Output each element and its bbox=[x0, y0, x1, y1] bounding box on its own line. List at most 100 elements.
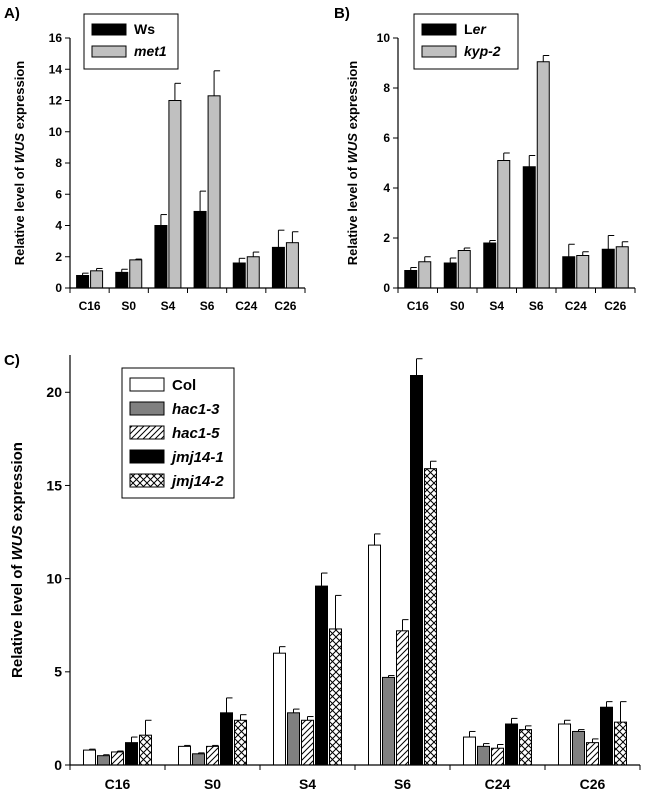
y-tick-label: 0 bbox=[54, 757, 62, 773]
y-axis-label: Relative level of WUS expression bbox=[345, 61, 360, 266]
bar bbox=[396, 630, 409, 766]
bar bbox=[246, 256, 260, 289]
legend-swatch bbox=[129, 449, 165, 464]
y-tick-label: 15 bbox=[46, 477, 62, 493]
y-axis-label-part: WUS bbox=[12, 133, 27, 164]
legend-label: jmj14-2 bbox=[170, 473, 224, 490]
bar bbox=[477, 745, 490, 766]
bar bbox=[329, 628, 342, 766]
y-axis-label-part: WUS bbox=[9, 525, 26, 560]
bar bbox=[505, 723, 518, 766]
bar bbox=[76, 275, 90, 289]
bar bbox=[207, 95, 221, 289]
bar bbox=[519, 729, 532, 766]
bar bbox=[234, 719, 247, 766]
bar bbox=[615, 246, 629, 289]
bar bbox=[576, 255, 590, 289]
bar bbox=[125, 742, 138, 766]
y-tick-label: 2 bbox=[55, 250, 62, 264]
legend-swatch bbox=[91, 23, 127, 36]
legend-swatch bbox=[421, 23, 457, 36]
x-tick-label: S6 bbox=[394, 776, 411, 792]
x-tick-label: C24 bbox=[485, 776, 511, 792]
panel-b-chart: B) 0 2 4 6 8 10 Relative level of WUS expressio… bbox=[334, 5, 636, 313]
y-tick-label: 5 bbox=[54, 664, 62, 680]
bar bbox=[220, 712, 233, 766]
bar bbox=[522, 166, 536, 289]
x-tick-label: C26 bbox=[580, 776, 606, 792]
legend-swatch bbox=[91, 45, 127, 58]
bar bbox=[206, 745, 219, 766]
y-tick-label: 8 bbox=[383, 81, 390, 95]
x-tick-label: C26 bbox=[604, 299, 626, 313]
panel-label: A) bbox=[4, 5, 20, 22]
bar bbox=[404, 270, 418, 289]
legend-box bbox=[413, 13, 519, 70]
bar bbox=[315, 585, 328, 766]
bar bbox=[536, 61, 550, 289]
y-tick-label: 14 bbox=[49, 62, 63, 76]
y-tick-label: 10 bbox=[377, 31, 391, 45]
bar bbox=[232, 262, 246, 289]
bar bbox=[111, 751, 124, 766]
panel-label: C) bbox=[4, 352, 20, 369]
bar bbox=[192, 753, 205, 766]
y-tick-label: 12 bbox=[49, 94, 63, 108]
bar bbox=[271, 246, 285, 289]
x-tick-label: C16 bbox=[105, 776, 131, 792]
bar bbox=[586, 742, 599, 766]
x-tick-label: S0 bbox=[450, 299, 465, 313]
y-axis-label-part: expression bbox=[345, 61, 360, 133]
x-tick-label: C16 bbox=[407, 299, 429, 313]
bar bbox=[424, 468, 437, 766]
y-tick-label: 16 bbox=[49, 31, 63, 45]
bar bbox=[491, 747, 504, 766]
bar bbox=[115, 271, 129, 289]
bar bbox=[497, 160, 511, 289]
x-tick-label: S6 bbox=[200, 299, 215, 313]
legend-swatch bbox=[421, 45, 457, 58]
bar bbox=[139, 734, 152, 766]
bar bbox=[600, 706, 613, 766]
bar bbox=[601, 248, 615, 289]
panel-c-chart: C) 0 5 10 15 20 Relative level of WUS expressi… bbox=[4, 352, 641, 792]
bar bbox=[273, 652, 286, 766]
y-axis-label-part: expression bbox=[9, 442, 26, 525]
bar bbox=[562, 256, 576, 289]
bar bbox=[614, 721, 627, 766]
y-tick-label: 0 bbox=[383, 281, 390, 295]
legend-box bbox=[83, 13, 179, 70]
x-tick-label: S6 bbox=[529, 299, 544, 313]
panel-a-chart: A) 0 2 4 6 8 10 12 14 16 Relative level of WUS exp… bbox=[4, 5, 306, 313]
y-tick-label: 6 bbox=[383, 131, 390, 145]
legend-label-part: er bbox=[473, 21, 488, 37]
bar bbox=[457, 250, 471, 289]
x-tick-label: S0 bbox=[121, 299, 136, 313]
x-tick-label: C26 bbox=[274, 299, 296, 313]
x-tick-label: S4 bbox=[161, 299, 176, 313]
bar bbox=[443, 262, 457, 289]
bar bbox=[154, 225, 168, 289]
legend-swatch bbox=[129, 473, 165, 488]
legend-label: Ws bbox=[134, 21, 155, 37]
y-tick-label: 4 bbox=[55, 219, 62, 233]
x-tick-label: S0 bbox=[204, 776, 221, 792]
y-axis-label-part: Relative level of bbox=[345, 163, 360, 265]
y-axis-label-part: expression bbox=[12, 61, 27, 133]
bar bbox=[382, 676, 395, 766]
legend-label: met1 bbox=[134, 43, 167, 59]
y-tick-label: 2 bbox=[383, 231, 390, 245]
y-tick-label: 8 bbox=[55, 156, 62, 170]
panel-label: B) bbox=[334, 5, 350, 22]
legend-label: hac1-3 bbox=[172, 401, 220, 418]
y-tick-label: 10 bbox=[46, 571, 62, 587]
bar bbox=[83, 749, 96, 766]
legend-label: Col bbox=[172, 377, 196, 394]
legend-label: Ler bbox=[464, 21, 487, 37]
bar bbox=[287, 712, 300, 766]
y-tick-label: 4 bbox=[383, 181, 390, 195]
bar bbox=[285, 242, 299, 289]
legend-swatch bbox=[129, 377, 165, 392]
legend-label: kyp-2 bbox=[464, 43, 501, 59]
